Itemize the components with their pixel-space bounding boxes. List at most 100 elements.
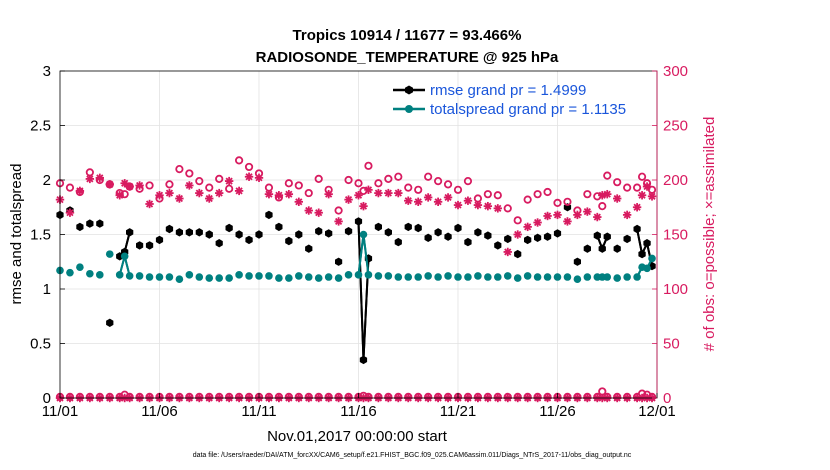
- possible-obs-point: [394, 172, 403, 181]
- rmse-point: [553, 229, 562, 238]
- rmse-point: [195, 228, 203, 237]
- legend-totalspread-label: totalspread grand pr = 1.1135: [430, 101, 626, 118]
- assimilated-obs-point: [115, 191, 124, 200]
- rmse-point: [245, 235, 253, 245]
- rmse-point: [514, 249, 522, 259]
- assimilated-obs-point: [185, 181, 194, 190]
- possible-obs-point: [523, 195, 532, 204]
- rmse-point: [359, 355, 368, 365]
- possible-obs-point: [195, 176, 204, 186]
- possible-obs-point: [632, 183, 642, 192]
- assimilated-obs-point: [354, 191, 363, 200]
- assimilated-obs-point: [364, 185, 373, 195]
- totalspread-point: [364, 271, 373, 279]
- totalspread-point: [334, 274, 343, 282]
- assimilated-obs-point: [637, 191, 647, 200]
- possible-obs-point: [364, 161, 373, 170]
- totalspread-point: [424, 272, 432, 280]
- possible-obs-point: [404, 183, 413, 192]
- rmse-point: [444, 232, 452, 241]
- assimilated-obs-point: [414, 197, 423, 206]
- assimilated-obs-point: [85, 174, 95, 184]
- assimilated-obs-point: [155, 191, 164, 200]
- rmse-point: [325, 229, 333, 238]
- possible-obs-point: [175, 165, 184, 174]
- assimilated-obs-point: [205, 194, 214, 203]
- rmse-point: [494, 241, 502, 250]
- axis-ticks: 0 0.5 1 1.5 2 2.5 3 0 50 100 150 200 250 300 11/01 11/0…: [30, 63, 688, 420]
- possible-obs-point: [513, 216, 522, 225]
- totalspread-point: [359, 230, 368, 239]
- assimilated-obs-point: [483, 201, 493, 211]
- possible-obs-point: [503, 204, 512, 213]
- totalspread-point: [444, 272, 452, 280]
- assimilated-obs-point: [583, 207, 592, 216]
- possible-obs-point: [314, 174, 323, 184]
- assimilated-obs-point: [344, 195, 353, 204]
- assimilated-obs-point: [613, 194, 622, 203]
- rmse-point: [394, 237, 402, 247]
- totalspread-point: [464, 273, 472, 281]
- rmse-point: [623, 234, 631, 244]
- totalspread-point: [494, 273, 502, 281]
- totalspread-point: [503, 272, 512, 280]
- rmse-point: [155, 235, 164, 245]
- totalspread-point: [165, 273, 174, 281]
- possible-obs-point: [225, 184, 234, 193]
- y-tick-label: 1: [43, 281, 51, 298]
- assimilated-obs-point: [120, 179, 129, 188]
- assimilated-obs-point: [374, 188, 383, 198]
- rmse-point: [643, 239, 651, 248]
- totalspread-point: [125, 272, 134, 280]
- rmse-point: [613, 244, 621, 253]
- assimilated-obs-point: [304, 206, 313, 215]
- totalspread-point: [384, 272, 393, 280]
- rmse-point: [414, 223, 422, 233]
- totalspread-point: [374, 272, 383, 280]
- totalspread-point: [76, 263, 84, 272]
- rmse-point: [543, 232, 552, 241]
- assimilated-obs-point: [195, 188, 204, 198]
- rmse-point: [106, 318, 114, 327]
- x-tick-label: 11/26: [539, 403, 575, 420]
- totalspread-point: [613, 274, 621, 282]
- assimilated-obs-point: [593, 212, 602, 222]
- totalspread-point: [583, 273, 592, 281]
- assimilated-obs-point: [503, 247, 512, 257]
- totalspread-point: [185, 271, 194, 279]
- possible-obs-point: [583, 190, 592, 199]
- y2-tick-label: 150: [663, 227, 688, 244]
- y-axis-label: rmse and totalspread: [8, 164, 25, 305]
- possible-obs-point: [215, 174, 224, 184]
- possible-obs-point: [344, 175, 353, 185]
- assimilated-obs-point: [234, 186, 244, 196]
- rmse-point: [638, 249, 646, 259]
- possible-obs-point: [244, 162, 254, 172]
- possible-obs-point: [414, 185, 423, 194]
- assimilated-obs-point: [394, 188, 403, 198]
- data-file-footnote: data file: /Users/raeder/DAI/ATM_forcXX/…: [193, 452, 632, 459]
- possible-obs-point: [334, 206, 343, 215]
- assimilated-obs-point: [573, 210, 582, 220]
- x-axis-label: Nov.01,2017 00:00:00 start: [267, 428, 448, 445]
- possible-obs-point: [235, 156, 244, 165]
- assimilated-obs-point: [433, 197, 443, 206]
- rmse-point: [344, 227, 353, 236]
- totalspread-point: [115, 271, 124, 279]
- assimilated-obs-point: [384, 188, 393, 198]
- rmse-point: [374, 222, 382, 232]
- y-tick-label: 3: [43, 63, 51, 80]
- totalspread-point: [394, 273, 403, 281]
- possible-obs-point: [165, 180, 174, 189]
- rmse-point: [86, 219, 94, 228]
- totalspread-point: [120, 252, 129, 261]
- chart-title: Tropics 10914 / 11677 = 93.466%: [293, 27, 522, 44]
- possible-obs-point: [443, 180, 453, 189]
- totalspread-point: [354, 271, 363, 279]
- x-tick-label: 12/01: [638, 403, 676, 420]
- totalspread-point: [96, 271, 104, 279]
- y-tick-label: 1.5: [30, 227, 51, 244]
- assimilated-obs-point: [254, 173, 264, 183]
- assimilated-obs-point: [145, 199, 154, 209]
